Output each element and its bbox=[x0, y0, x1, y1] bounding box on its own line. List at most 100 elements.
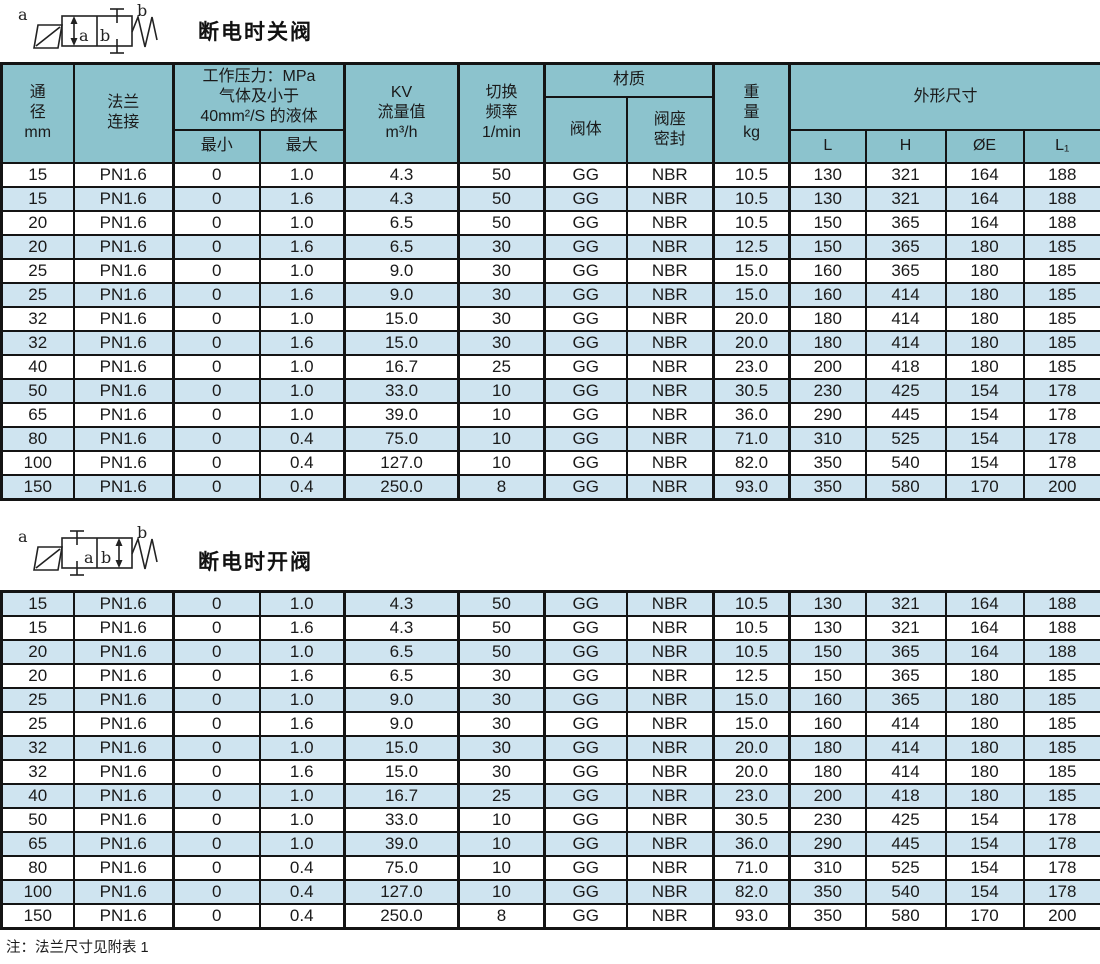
cell: 180 bbox=[944, 329, 1025, 356]
cell: 1.0 bbox=[258, 353, 346, 380]
cell: 20.0 bbox=[712, 735, 791, 761]
cell: 178 bbox=[1022, 449, 1100, 476]
cell: 365 bbox=[864, 639, 947, 665]
cell: 0 bbox=[172, 759, 261, 785]
table-row: 50 PN1.6 0 1.0 33.0 10 GG NBR 30.5 230 425 154 178 bbox=[0, 807, 1100, 833]
cell: 39.0 bbox=[343, 831, 460, 857]
cell: 180 bbox=[944, 233, 1025, 260]
cell: 150 bbox=[788, 209, 867, 236]
cell: 20.0 bbox=[712, 759, 791, 785]
cell: 25 bbox=[0, 687, 75, 713]
cell: 180 bbox=[944, 353, 1025, 380]
cell: GG bbox=[543, 855, 628, 881]
cell: 30 bbox=[457, 257, 546, 284]
table-row: 80 PN1.6 0 0.4 75.0 10 GG NBR 71.0 310 525 154 178 bbox=[0, 855, 1100, 881]
cell: 180 bbox=[788, 305, 867, 332]
col-header-weight: 重 量 kg bbox=[712, 62, 791, 164]
table-row: 20 PN1.6 0 1.0 6.5 50 GG NBR 10.5 150 365 164 188 bbox=[0, 209, 1100, 236]
cell: 150 bbox=[0, 473, 75, 500]
cell: 180 bbox=[944, 687, 1025, 713]
cell: GG bbox=[543, 305, 628, 332]
solenoid-slash bbox=[35, 26, 61, 47]
cell: 185 bbox=[1022, 711, 1100, 737]
table-row: 25 PN1.6 0 1.6 9.0 30 GG NBR 15.0 160 414 180 185 bbox=[0, 281, 1100, 308]
cell: PN1.6 bbox=[72, 377, 175, 404]
cell: NBR bbox=[625, 783, 715, 809]
table-row: 65 PN1.6 0 1.0 39.0 10 GG NBR 36.0 290 445 154 178 bbox=[0, 401, 1100, 428]
cell: 414 bbox=[864, 735, 947, 761]
cell: PN1.6 bbox=[72, 449, 175, 476]
cell: 1.0 bbox=[258, 209, 346, 236]
cell: GG bbox=[543, 233, 628, 260]
cell: 25 bbox=[0, 257, 75, 284]
cell: 1.6 bbox=[258, 329, 346, 356]
cell: 9.0 bbox=[343, 687, 460, 713]
cell: 188 bbox=[1022, 161, 1100, 188]
cell: GG bbox=[543, 185, 628, 212]
cell: 75.0 bbox=[343, 425, 460, 452]
cell: 32 bbox=[0, 305, 75, 332]
table-row: 15 PN1.6 0 1.0 4.3 50 GG NBR 10.5 130 321 164 188 bbox=[0, 590, 1100, 617]
cell: NBR bbox=[625, 473, 715, 500]
cell: 0 bbox=[172, 807, 261, 833]
table-row: 80 PN1.6 0 0.4 75.0 10 GG NBR 71.0 310 525 154 178 bbox=[0, 425, 1100, 452]
cell: PN1.6 bbox=[72, 687, 175, 713]
cell: 154 bbox=[944, 831, 1025, 857]
cell: 1.0 bbox=[258, 735, 346, 761]
cell: 290 bbox=[788, 401, 867, 428]
cell: 127.0 bbox=[343, 879, 460, 905]
cell: 10.5 bbox=[712, 615, 791, 641]
cell: 365 bbox=[864, 663, 947, 689]
col-header-pressure-max: 最大 bbox=[258, 128, 346, 164]
cell: GG bbox=[543, 735, 628, 761]
cell: NBR bbox=[625, 831, 715, 857]
cell: 10.5 bbox=[712, 209, 791, 236]
cell: 178 bbox=[1022, 425, 1100, 452]
cell: 180 bbox=[788, 329, 867, 356]
cell: 10 bbox=[457, 401, 546, 428]
cell: NBR bbox=[625, 687, 715, 713]
cell: 0.4 bbox=[258, 473, 346, 500]
cell: 445 bbox=[864, 831, 947, 857]
cell: 0 bbox=[172, 687, 261, 713]
cell: GG bbox=[543, 879, 628, 905]
cell: 164 bbox=[944, 639, 1025, 665]
cell: 418 bbox=[864, 353, 947, 380]
cell: 0 bbox=[172, 831, 261, 857]
cell: 10 bbox=[457, 879, 546, 905]
valve-schematic-power-off-closed-icon: a b a b bbox=[18, 4, 158, 54]
cell: 82.0 bbox=[712, 449, 791, 476]
cell: 154 bbox=[944, 449, 1025, 476]
table-row: 150 PN1.6 0 0.4 250.0 8 GG NBR 93.0 350 580 170 200 bbox=[0, 903, 1100, 930]
cell: NBR bbox=[625, 639, 715, 665]
cell: 32 bbox=[0, 329, 75, 356]
cell: 0 bbox=[172, 879, 261, 905]
cell: 65 bbox=[0, 401, 75, 428]
cell: 65 bbox=[0, 831, 75, 857]
cell: 15 bbox=[0, 185, 75, 212]
table-row: 32 PN1.6 0 1.6 15.0 30 GG NBR 20.0 180 414 180 185 bbox=[0, 759, 1100, 785]
cell: GG bbox=[543, 639, 628, 665]
cell: 540 bbox=[864, 449, 947, 476]
cell: 0.4 bbox=[258, 879, 346, 905]
cell: 0.4 bbox=[258, 425, 346, 452]
cell: 130 bbox=[788, 615, 867, 641]
cell: GG bbox=[543, 449, 628, 476]
cell: 0.4 bbox=[258, 903, 346, 930]
cell: 154 bbox=[944, 807, 1025, 833]
cell: PN1.6 bbox=[72, 711, 175, 737]
cell: 0 bbox=[172, 663, 261, 689]
cell: 23.0 bbox=[712, 783, 791, 809]
cell: PN1.6 bbox=[72, 783, 175, 809]
cell: PN1.6 bbox=[72, 305, 175, 332]
cell: 71.0 bbox=[712, 855, 791, 881]
cell: 290 bbox=[788, 831, 867, 857]
cell: GG bbox=[543, 903, 628, 930]
cell: 350 bbox=[788, 879, 867, 905]
cell: 150 bbox=[0, 903, 75, 930]
cell: 154 bbox=[944, 401, 1025, 428]
cell: 350 bbox=[788, 473, 867, 500]
section-title-closed: 断电时关阀 bbox=[198, 21, 313, 44]
cell: 178 bbox=[1022, 377, 1100, 404]
cell: 414 bbox=[864, 759, 947, 785]
